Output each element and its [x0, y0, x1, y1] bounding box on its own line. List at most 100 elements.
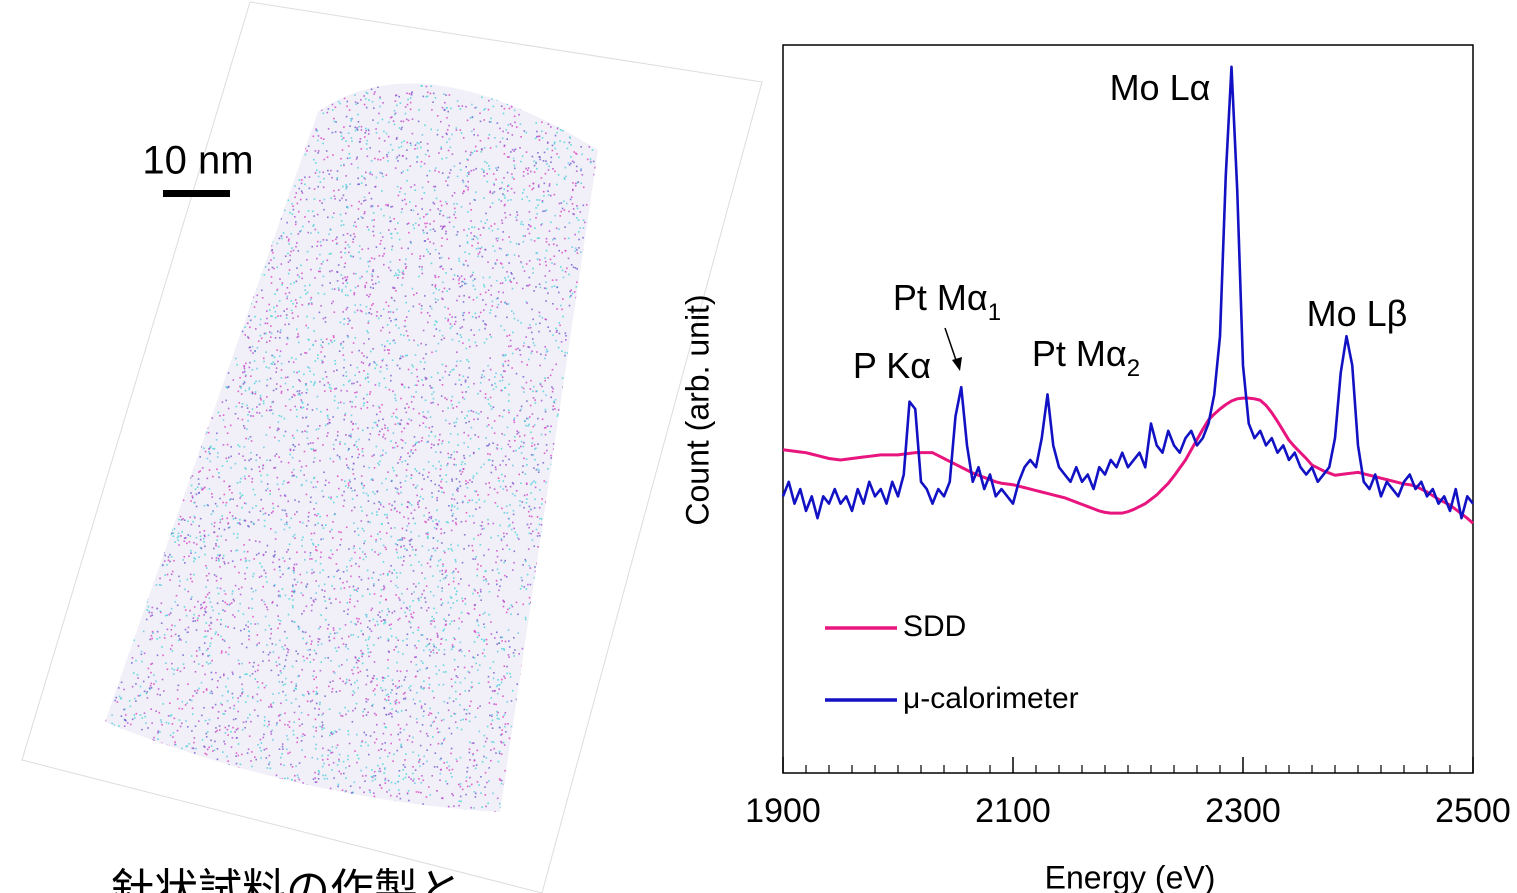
atom [449, 697, 451, 699]
atom [241, 310, 243, 312]
atom [386, 791, 388, 793]
atom [295, 107, 297, 109]
atom [483, 613, 485, 615]
atom [232, 328, 234, 330]
atom [192, 232, 194, 234]
atom [391, 57, 393, 59]
atom [215, 503, 217, 505]
atom [147, 748, 149, 750]
atom [237, 550, 239, 552]
atom [307, 107, 309, 109]
atom [146, 745, 148, 747]
atom [535, 162, 537, 164]
atom [212, 417, 214, 419]
atom [181, 519, 183, 521]
atom [430, 416, 432, 418]
atom [516, 211, 518, 213]
atom [335, 239, 337, 241]
atom [578, 231, 580, 233]
atom [500, 374, 502, 376]
atom [194, 286, 196, 288]
atom [361, 63, 363, 65]
atom [474, 641, 476, 643]
atom [210, 187, 212, 189]
atom [585, 411, 587, 413]
atom [386, 174, 388, 176]
atom [243, 722, 245, 724]
atom [292, 435, 294, 437]
atom [547, 293, 549, 295]
atom [560, 711, 562, 713]
atom [520, 136, 522, 138]
atom [572, 82, 574, 84]
atom [464, 709, 466, 711]
atom [120, 567, 122, 569]
atom [396, 693, 398, 695]
atom [174, 299, 176, 301]
atom [495, 167, 497, 169]
atom [308, 520, 310, 522]
atom [365, 130, 367, 132]
atom [347, 755, 349, 757]
atom [479, 614, 481, 616]
atom [501, 783, 503, 785]
atom [408, 70, 410, 72]
atom [286, 789, 288, 791]
atom [511, 778, 513, 780]
atom [406, 773, 408, 775]
atom [198, 68, 200, 70]
atom [388, 136, 390, 138]
atom [341, 664, 343, 666]
atom [304, 133, 306, 135]
atom [502, 239, 504, 241]
atom [504, 512, 506, 514]
atom [475, 317, 477, 319]
atom [546, 566, 548, 568]
atom [478, 535, 480, 537]
atom [401, 247, 403, 249]
atom [266, 757, 268, 759]
atom [150, 708, 152, 710]
atom [369, 147, 371, 149]
atom [202, 352, 204, 354]
atom [377, 491, 379, 493]
atom [411, 420, 413, 422]
atom [433, 221, 435, 223]
atom [217, 351, 219, 353]
atom [564, 355, 566, 357]
atom [475, 342, 477, 344]
atom [447, 129, 449, 131]
atom [216, 506, 218, 508]
atom [406, 638, 408, 640]
atom [258, 207, 260, 209]
atom [167, 206, 169, 208]
atom [480, 151, 482, 153]
atom [354, 531, 356, 533]
atom [162, 358, 164, 360]
atom [260, 274, 262, 276]
atom [443, 762, 445, 764]
atom [565, 639, 567, 641]
atom [493, 703, 495, 705]
atom [446, 133, 448, 135]
atom [324, 584, 326, 586]
atom [508, 640, 510, 642]
atom [301, 723, 303, 725]
atom [368, 578, 370, 580]
atom [435, 97, 437, 99]
atom [411, 401, 413, 403]
atom [432, 575, 434, 577]
atom [254, 383, 256, 385]
atom [363, 402, 365, 404]
atom [473, 452, 475, 454]
atom [559, 93, 561, 95]
atom [472, 515, 474, 517]
atom [522, 156, 524, 158]
atom [530, 584, 532, 586]
atom [505, 780, 507, 782]
atom [188, 380, 190, 382]
atom [387, 160, 389, 162]
atom [355, 396, 357, 398]
atom [198, 413, 200, 415]
atom [271, 670, 273, 672]
